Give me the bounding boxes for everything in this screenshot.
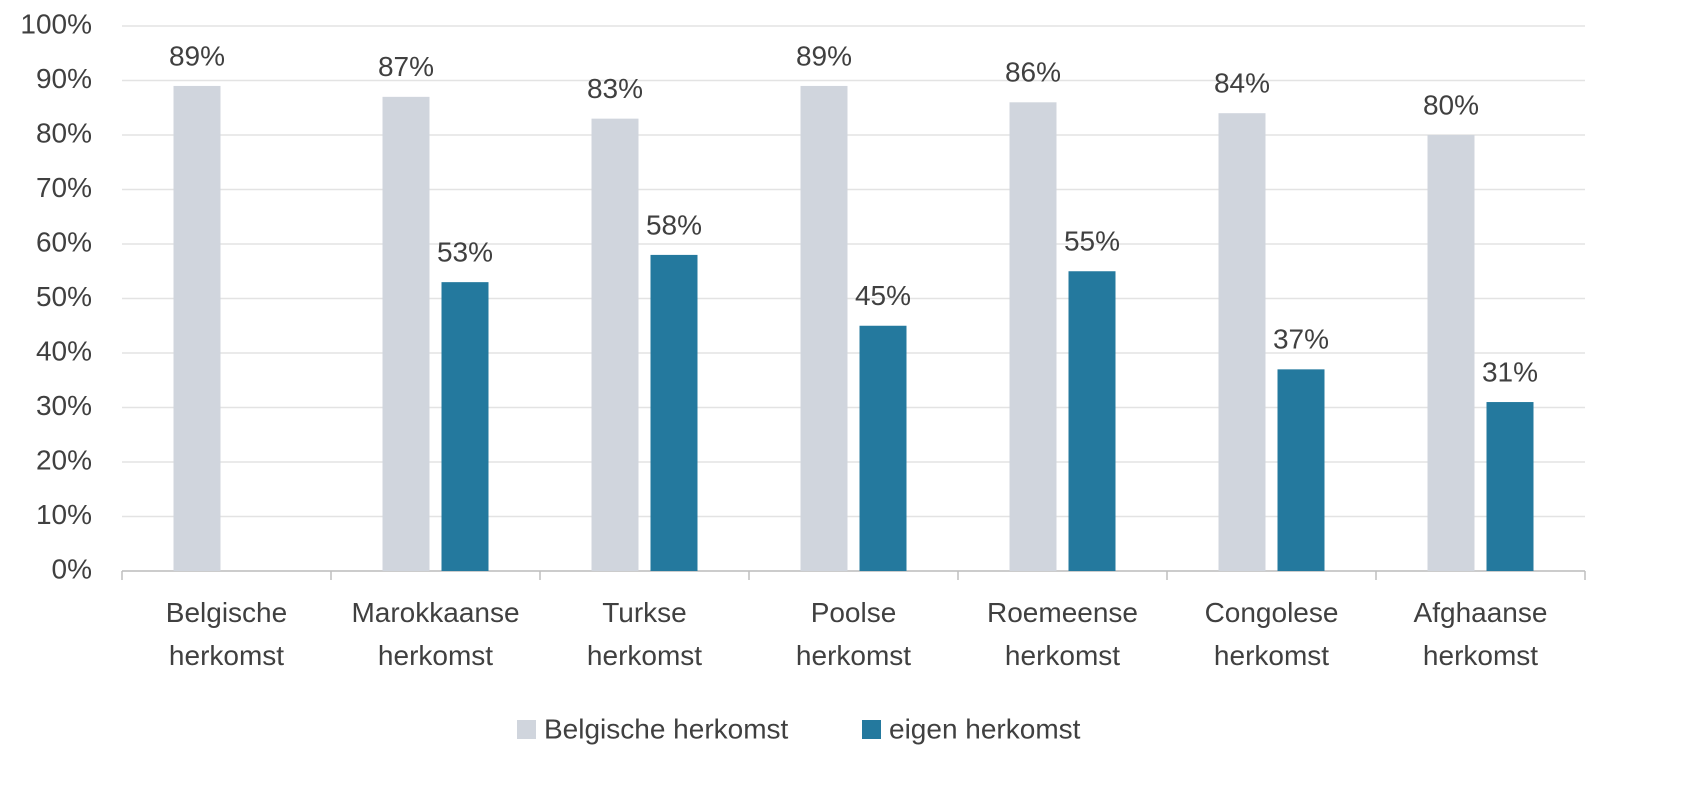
- data-label: 83%: [587, 73, 643, 104]
- x-tick-label-line: herkomst: [169, 640, 284, 671]
- bar: [1218, 113, 1266, 571]
- data-label: 86%: [1005, 57, 1061, 88]
- y-tick-label: 20%: [36, 444, 92, 475]
- data-label: 58%: [646, 209, 702, 240]
- data-label: 80%: [1423, 89, 1479, 120]
- x-tick-label-line: herkomst: [378, 640, 493, 671]
- x-tick-label-line: Afghaanse: [1414, 597, 1548, 628]
- x-tick-label-line: herkomst: [1423, 640, 1538, 671]
- y-tick-label: 70%: [36, 172, 92, 203]
- legend-swatch: [517, 720, 536, 739]
- x-tick-label-line: Turkse: [602, 597, 687, 628]
- x-tick-label-line: Belgische: [166, 597, 287, 628]
- bar: [1068, 271, 1116, 571]
- x-tick-label: Turkse herkomst: [587, 597, 702, 671]
- bar: [441, 282, 489, 571]
- x-tick-label-line: herkomst: [1005, 640, 1120, 671]
- x-tick-label-line: Congolese: [1205, 597, 1339, 628]
- x-tick-label-line: Poolse: [811, 597, 897, 628]
- data-label: 37%: [1273, 324, 1329, 355]
- y-tick-label: 80%: [36, 117, 92, 148]
- bar: [382, 96, 430, 571]
- y-tick-label: 60%: [36, 226, 92, 257]
- legend-swatch: [862, 720, 881, 739]
- y-tick-label: 100%: [20, 8, 92, 39]
- x-tick-label: Belgische herkomst: [166, 597, 287, 671]
- data-label: 89%: [796, 40, 852, 71]
- data-label: 31%: [1482, 356, 1538, 387]
- x-tick-label: Congolese herkomst: [1205, 597, 1339, 671]
- data-label: 84%: [1214, 68, 1270, 99]
- x-tick-label: Marokkaanse herkomst: [351, 597, 519, 671]
- x-tick-label-line: Roemeense: [987, 597, 1138, 628]
- legend-label: eigen herkomst: [889, 713, 1081, 744]
- bar: [1486, 402, 1534, 571]
- x-tick-label: Roemeense herkomst: [987, 597, 1138, 671]
- x-tick-label-line: Marokkaanse: [351, 597, 519, 628]
- bar: [650, 254, 698, 571]
- x-tick-label-line: herkomst: [1214, 640, 1329, 671]
- x-tick-label-line: herkomst: [796, 640, 911, 671]
- bar: [1427, 135, 1475, 571]
- y-tick-label: 40%: [36, 335, 92, 366]
- y-tick-label: 50%: [36, 281, 92, 312]
- y-tick-label: 10%: [36, 499, 92, 530]
- bar: [859, 325, 907, 571]
- bar: [800, 85, 848, 571]
- bar: [173, 85, 221, 571]
- data-label: 87%: [378, 51, 434, 82]
- bar: [591, 118, 639, 572]
- legend-label: Belgische herkomst: [544, 713, 789, 744]
- x-tick-label: Poolse herkomst: [796, 597, 911, 671]
- y-tick-label: 30%: [36, 390, 92, 421]
- x-tick-label: Afghaanse herkomst: [1414, 597, 1548, 671]
- y-tick-label: 90%: [36, 63, 92, 94]
- x-tick-label-line: herkomst: [587, 640, 702, 671]
- data-label: 45%: [855, 280, 911, 311]
- bar: [1277, 369, 1325, 571]
- data-label: 53%: [437, 237, 493, 268]
- data-label: 55%: [1064, 226, 1120, 257]
- y-tick-label: 0%: [52, 553, 92, 584]
- data-label: 89%: [169, 40, 225, 71]
- bar: [1009, 102, 1057, 572]
